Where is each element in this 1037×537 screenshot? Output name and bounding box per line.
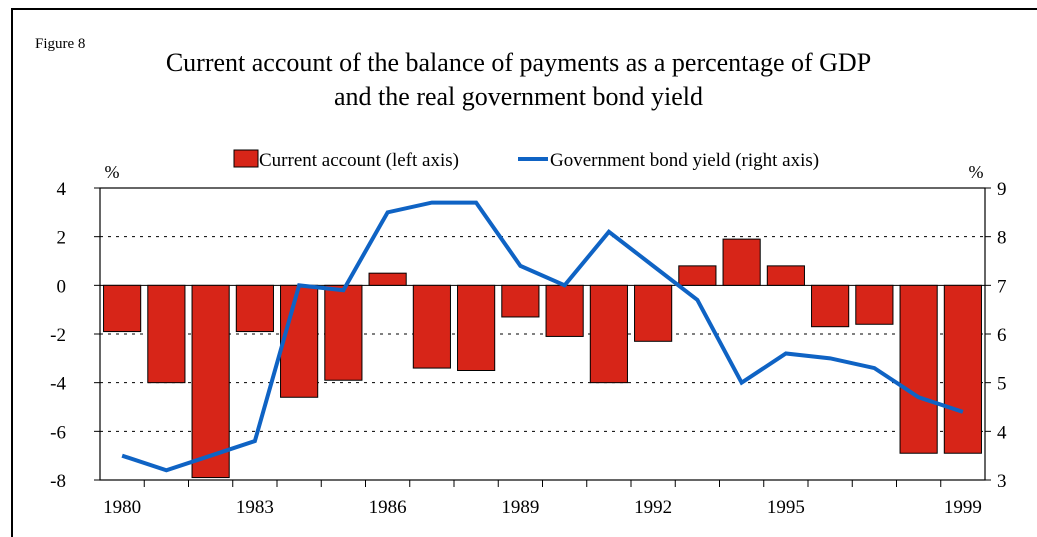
left-tick-label: 2 [57, 228, 67, 249]
figure-label: Figure 8 [35, 36, 86, 52]
x-tick-label: 1983 [236, 497, 274, 518]
x-tick-label: 1999 [944, 497, 982, 518]
bar-1996 [811, 284, 850, 328]
bond-yield-line [121, 200, 964, 473]
x-tick-label: 1995 [767, 497, 805, 518]
bar-1992 [634, 284, 673, 342]
bar-1991 [589, 284, 628, 384]
chart-title-line2: and the real government bond yield [334, 82, 703, 111]
bar-1980 [103, 284, 142, 333]
x-tick-label: 1986 [369, 497, 407, 518]
x-tick-label: 1989 [501, 497, 539, 518]
bar-1983 [235, 284, 274, 333]
legend-swatch-current-account [233, 149, 259, 168]
right-tick-label: 5 [997, 374, 1007, 395]
bar-1985 [324, 284, 363, 381]
left-tick-label: -6 [50, 422, 66, 443]
bar-1998 [899, 284, 938, 454]
bar-1995 [766, 265, 805, 286]
bar-1999 [943, 284, 982, 454]
bar-1994 [722, 238, 761, 286]
legend-label-bond-yield: Government bond yield (right axis) [550, 150, 819, 171]
left-tick-label: -4 [50, 374, 66, 395]
left-axis-unit: % [105, 162, 120, 182]
legend-label-current-account: Current account (left axis) [259, 150, 459, 171]
grid [100, 236, 985, 432]
axis-ticks: 4 2 0 -2 -4 -6 -8 9 8 7 6 5 4 3 1980 1983 1986 1989 1992 19… [50, 179, 1007, 518]
left-tick-label: 4 [57, 179, 67, 200]
right-tick-label: 4 [997, 422, 1007, 443]
bar-1987 [412, 284, 451, 369]
right-tick-label: 7 [997, 276, 1007, 297]
left-tick-label: -8 [50, 471, 66, 492]
legend: Current account (left axis) Government b… [233, 149, 819, 171]
right-tick-label: 9 [997, 179, 1007, 200]
chart-title-line1: Current account of the balance of paymen… [165, 48, 872, 77]
bar-1981 [147, 284, 186, 384]
right-tick-label: 6 [997, 325, 1007, 346]
left-tick-label: 0 [57, 276, 67, 297]
left-tick-label: -2 [50, 325, 66, 346]
bars [103, 238, 982, 479]
bar-1989 [501, 284, 540, 318]
bar-1982 [191, 284, 230, 479]
bar-1997 [855, 284, 894, 325]
bond-yield-polyline [121, 200, 964, 473]
bar-1993 [678, 265, 717, 286]
x-tick-label: 1992 [634, 497, 672, 518]
x-tick-label: 1980 [103, 497, 141, 518]
bar-1990 [545, 284, 584, 337]
right-axis-unit: % [969, 162, 984, 182]
chart-frame [11, 8, 1037, 537]
bar-1986 [368, 272, 407, 286]
bar-1988 [457, 284, 496, 372]
right-tick-label: 8 [997, 228, 1007, 249]
bar-1984 [280, 284, 319, 398]
right-tick-label: 3 [997, 471, 1007, 492]
